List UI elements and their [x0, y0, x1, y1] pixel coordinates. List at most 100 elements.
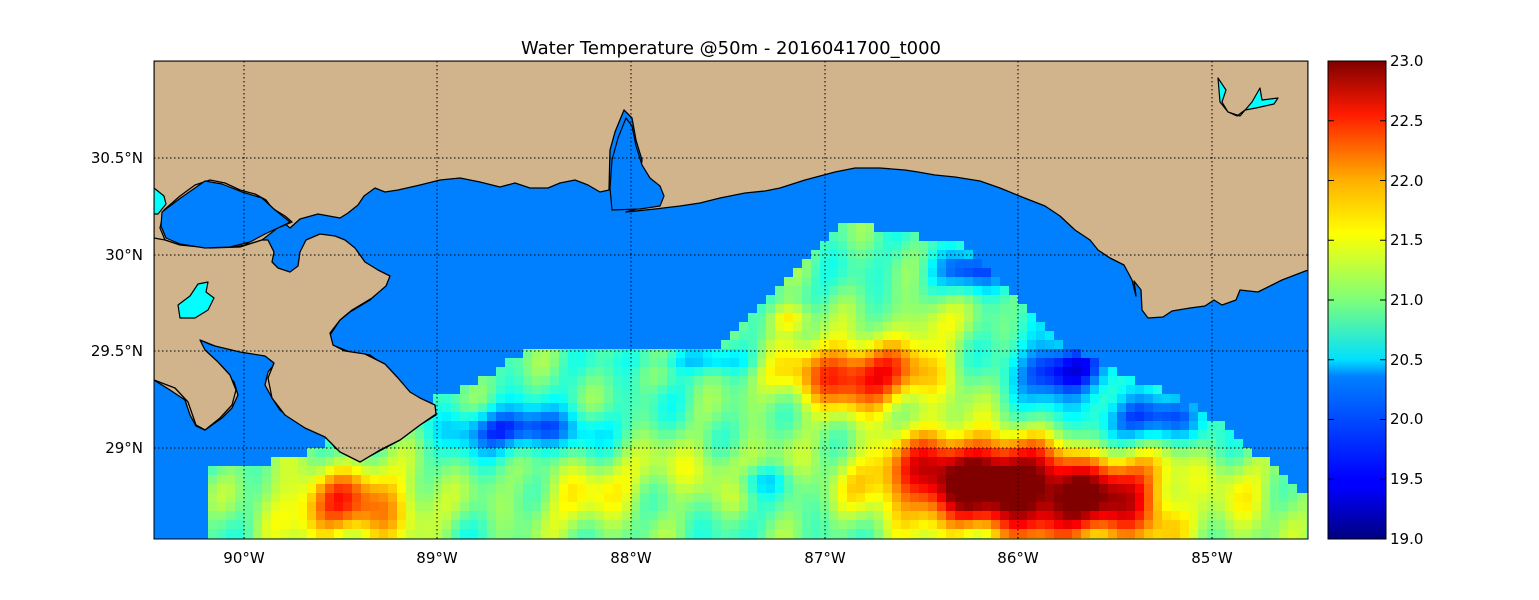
temperature-cell: [847, 340, 856, 349]
temperature-cell: [901, 277, 910, 286]
temperature-cell: [748, 412, 757, 421]
temperature-cell: [370, 502, 379, 511]
temperature-cell: [487, 403, 496, 412]
temperature-cell: [1081, 394, 1090, 403]
temperature-cell: [532, 439, 541, 448]
temperature-cell: [595, 511, 604, 520]
temperature-cell: [730, 466, 739, 475]
temperature-cell: [910, 304, 919, 313]
temperature-cell: [892, 439, 901, 448]
temperature-cell: [1234, 439, 1243, 448]
temperature-cell: [1198, 502, 1207, 511]
temperature-cell: [208, 520, 217, 529]
temperature-cell: [1297, 502, 1306, 511]
temperature-cell: [622, 529, 631, 538]
temperature-cell: [586, 457, 595, 466]
temperature-cell: [712, 448, 721, 457]
temperature-cell: [964, 529, 973, 538]
temperature-cell: [784, 322, 793, 331]
temperature-cell: [622, 475, 631, 484]
temperature-cell: [1009, 430, 1018, 439]
temperature-cell: [838, 520, 847, 529]
temperature-cell: [1117, 484, 1126, 493]
temperature-cell: [910, 520, 919, 529]
temperature-cell: [1036, 331, 1045, 340]
temperature-cell: [217, 484, 226, 493]
temperature-cell: [1306, 511, 1308, 520]
temperature-cell: [1045, 421, 1054, 430]
temperature-cell: [964, 502, 973, 511]
temperature-cell: [865, 331, 874, 340]
temperature-cell: [883, 430, 892, 439]
temperature-cell: [748, 385, 757, 394]
temperature-cell: [280, 520, 289, 529]
temperature-cell: [613, 511, 622, 520]
temperature-cell: [775, 448, 784, 457]
temperature-cell: [505, 511, 514, 520]
temperature-cell: [847, 322, 856, 331]
temperature-cell: [757, 403, 766, 412]
temperature-cell: [892, 385, 901, 394]
temperature-cell: [1072, 367, 1081, 376]
temperature-cell: [1288, 484, 1297, 493]
temperature-cell: [235, 511, 244, 520]
temperature-cell: [460, 475, 469, 484]
temperature-cell: [379, 466, 388, 475]
temperature-cell: [541, 475, 550, 484]
temperature-cell: [838, 268, 847, 277]
temperature-cell: [874, 367, 883, 376]
temperature-cell: [748, 529, 757, 538]
temperature-cell: [874, 421, 883, 430]
temperature-cell: [964, 367, 973, 376]
temperature-cell: [532, 475, 541, 484]
colorbar-label: 20.5: [1390, 351, 1423, 369]
temperature-cell: [784, 430, 793, 439]
temperature-cell: [568, 493, 577, 502]
temperature-cell: [640, 493, 649, 502]
temperature-cell: [784, 304, 793, 313]
temperature-cell: [1162, 421, 1171, 430]
temperature-cell: [901, 403, 910, 412]
temperature-cell: [1018, 457, 1027, 466]
temperature-cell: [1180, 430, 1189, 439]
temperature-cell: [955, 358, 964, 367]
temperature-cell: [478, 412, 487, 421]
temperature-cell: [505, 466, 514, 475]
temperature-cell: [1036, 448, 1045, 457]
temperature-cell: [946, 295, 955, 304]
temperature-cell: [334, 493, 343, 502]
temperature-cell: [721, 466, 730, 475]
temperature-cell: [1063, 376, 1072, 385]
temperature-cell: [1027, 385, 1036, 394]
temperature-cell: [1171, 529, 1180, 538]
temperature-cell: [964, 259, 973, 268]
temperature-cell: [649, 529, 658, 538]
temperature-cell: [406, 511, 415, 520]
temperature-cell: [730, 376, 739, 385]
temperature-cell: [1153, 511, 1162, 520]
temperature-cell: [352, 529, 361, 538]
temperature-cell: [1000, 322, 1009, 331]
temperature-cell: [523, 403, 532, 412]
temperature-cell: [541, 529, 550, 538]
temperature-cell: [1108, 421, 1117, 430]
temperature-cell: [847, 430, 856, 439]
temperature-cell: [784, 493, 793, 502]
temperature-cell: [559, 520, 568, 529]
temperature-cell: [649, 403, 658, 412]
temperature-cell: [955, 502, 964, 511]
temperature-cell: [550, 448, 559, 457]
temperature-cell: [532, 349, 541, 358]
temperature-cell: [577, 394, 586, 403]
temperature-cell: [973, 529, 982, 538]
temperature-cell: [1126, 493, 1135, 502]
temperature-cell: [685, 502, 694, 511]
temperature-cell: [838, 403, 847, 412]
temperature-cell: [1252, 457, 1261, 466]
temperature-cell: [955, 412, 964, 421]
temperature-cell: [1216, 493, 1225, 502]
temperature-cell: [604, 430, 613, 439]
temperature-cell: [739, 412, 748, 421]
temperature-cell: [1045, 358, 1054, 367]
temperature-cell: [559, 529, 568, 538]
